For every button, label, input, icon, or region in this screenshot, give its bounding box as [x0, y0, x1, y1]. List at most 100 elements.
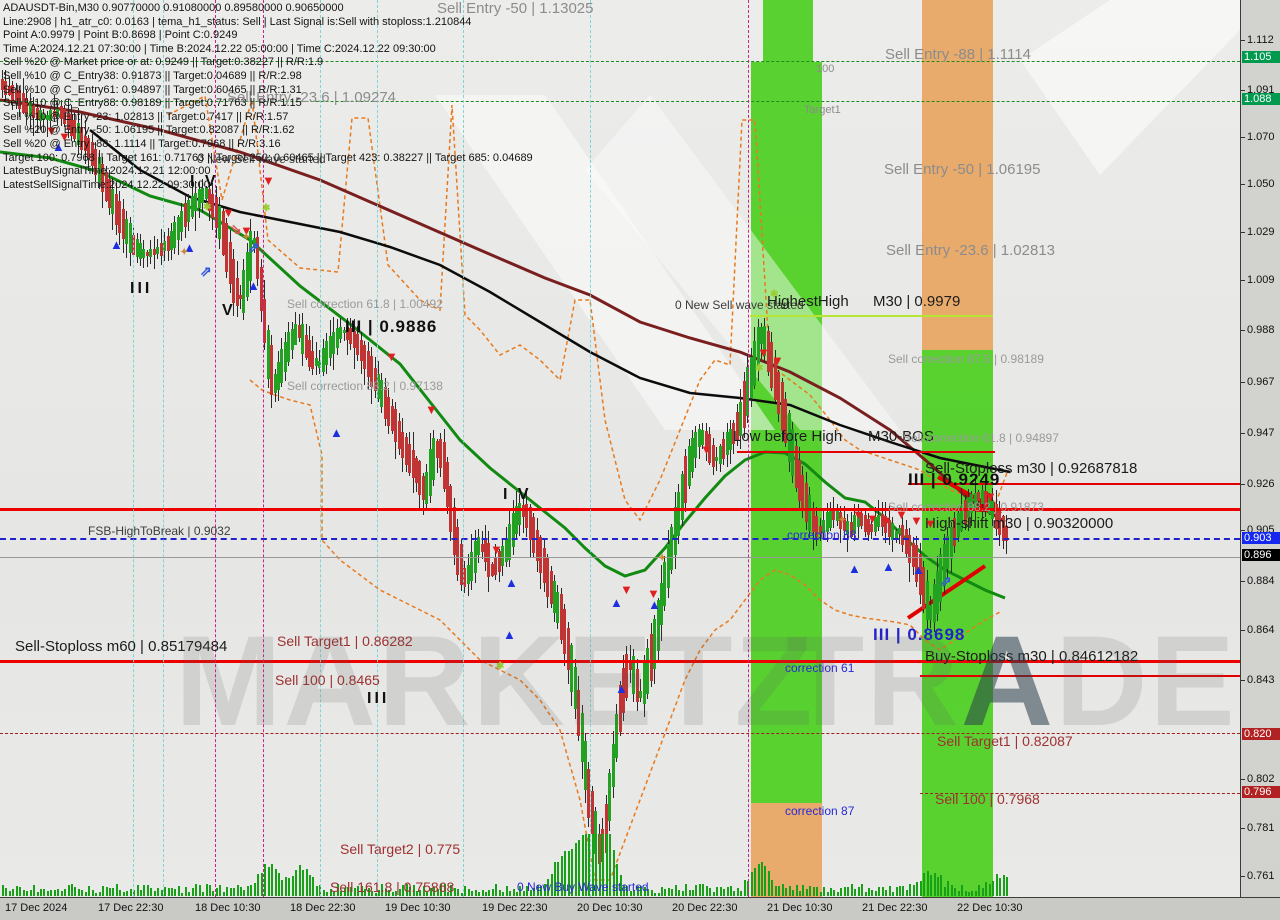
annotation[interactable]: M30-BOS — [868, 428, 934, 445]
annotation[interactable]: M30 | 0.9979 — [873, 293, 961, 310]
candle — [229, 242, 232, 284]
volume-bar — [399, 889, 401, 896]
volume-bar — [295, 870, 297, 896]
annotation[interactable]: Sell Entry -88 | 1.1114 — [885, 46, 1031, 63]
volume-bar — [509, 891, 511, 896]
time-axis[interactable]: 17 Dec 2024 17 Dec 22:30 18 Dec 10:30 18 De… — [0, 897, 1280, 920]
annotation[interactable]: Sell-Stoploss m60 | 0.85179484 — [15, 638, 228, 655]
entry-236-line[interactable] — [0, 101, 1240, 102]
candle — [943, 544, 946, 586]
volume-bar — [454, 888, 456, 896]
ma-mid-black — [89, 129, 1011, 474]
bid-line[interactable] — [0, 557, 1240, 558]
annotation[interactable]: correction 87 — [785, 804, 855, 818]
volume-bar — [816, 887, 818, 896]
annotation[interactable]: Sell correction 88.2 | 0.91873 — [888, 500, 1044, 514]
annotation[interactable]: HighestHigh — [767, 293, 849, 310]
sell-target1-82087-line[interactable] — [0, 733, 1240, 734]
annotation[interactable]: Sell Entry -50 | 1.13025 — [437, 0, 594, 17]
volume-bar — [630, 891, 632, 896]
annotation[interactable]: correction 61 — [785, 661, 855, 675]
candle — [712, 445, 715, 467]
volume-bar — [664, 889, 666, 896]
price-axis[interactable]: 1.112 1.091 1.070 1.050 1.029 1.009 0.988 0.967… — [1240, 0, 1280, 897]
annotation[interactable]: Sell correction 88.2 | 0.97138 — [287, 379, 443, 393]
annotation[interactable]: correction 88 — [787, 528, 857, 542]
fsb-high-to-break-line[interactable] — [0, 538, 1240, 540]
volume-bar — [992, 881, 994, 896]
annotation[interactable]: Low before High — [733, 428, 843, 445]
annotation[interactable]: FSB-HighToBreak | 0.9032 — [88, 524, 231, 538]
annotation[interactable]: I V — [503, 486, 532, 503]
time-marker-line[interactable] — [263, 0, 264, 897]
time-marker-line[interactable] — [590, 0, 591, 897]
time-marker-line[interactable] — [215, 0, 216, 897]
time-marker-line[interactable] — [463, 0, 464, 897]
annotation[interactable]: Target1 — [804, 104, 841, 116]
annotation[interactable]: Sell Entry -23.6 | 1.09274 — [227, 89, 396, 106]
annotation[interactable]: III — [367, 690, 390, 707]
price-tick-dash — [1241, 232, 1245, 233]
annotation[interactable]: Buy-Stoploss m30 | 0.84612182 — [925, 648, 1139, 665]
time-marker-line[interactable] — [320, 0, 321, 897]
chart-canvas[interactable]: MARKETZ TRADE Sell Entry -50 | 1.13025 Se… — [0, 0, 1240, 897]
time-marker-line[interactable] — [163, 0, 164, 897]
annotation[interactable]: III | 0.9886 — [345, 317, 438, 336]
low-before-high-line[interactable] — [737, 451, 995, 453]
annotation[interactable]: 0 New Sell wave started — [197, 152, 326, 166]
candle — [325, 341, 328, 365]
annotation[interactable]: III | 0.9249 — [908, 470, 1001, 489]
annotation[interactable]: Sell Entry -50 | 1.06195 — [884, 161, 1041, 178]
time-marker-line[interactable] — [377, 0, 378, 897]
annotation[interactable]: 0 New Sell wave started — [675, 298, 804, 312]
candle — [108, 179, 111, 208]
entry38-line[interactable] — [0, 508, 1240, 511]
annotation[interactable]: Sell 161.8 | 0.75868 — [330, 879, 455, 895]
candle — [964, 500, 967, 525]
annotation[interactable]: III — [130, 280, 153, 297]
annotation[interactable]: 0 New Buy Wave started — [517, 880, 649, 894]
highest-high-line[interactable] — [750, 315, 993, 317]
time-marker-line[interactable] — [133, 0, 134, 897]
buy-stoploss-m30-line[interactable] — [920, 675, 1240, 677]
sell-stoploss-m60-line[interactable] — [0, 660, 1240, 663]
price-tick-dash — [1241, 137, 1245, 138]
entry-88-line[interactable] — [0, 61, 1240, 62]
annotation[interactable]: Sell 100 | 0.7968 — [935, 791, 1040, 807]
candle — [784, 399, 787, 443]
candle — [901, 525, 904, 545]
annotation[interactable]: Sell correction 61.8 | 0.94897 — [903, 431, 1059, 445]
annotation[interactable]: Sell correction 87.5 | 0.98189 — [888, 352, 1044, 366]
volume-bar — [865, 892, 867, 896]
price-badge: 0.896 — [1242, 549, 1280, 561]
annotation[interactable]: V — [222, 302, 236, 319]
annotation[interactable]: I V — [190, 173, 219, 190]
candle — [567, 628, 570, 670]
annotation[interactable]: III | 0.8698 — [873, 625, 966, 644]
price-tick-dash — [1241, 40, 1245, 41]
sell-stoploss-m30-line[interactable] — [908, 483, 1240, 485]
candle — [56, 109, 59, 117]
annotation[interactable]: Sell-Stoploss m30 | 0.92687818 — [925, 460, 1138, 477]
candle — [67, 113, 70, 130]
volume-bar — [723, 889, 725, 896]
time-marker-line[interactable] — [748, 0, 749, 897]
logo-watermark-shape — [585, 95, 900, 430]
annotation[interactable]: Sell 100 | 0.8465 — [275, 672, 380, 688]
annotation[interactable]: Sell Target2 | 0.775 — [340, 841, 461, 857]
annotation[interactable]: Sell correction 61.8 | 1.00492 — [287, 297, 443, 311]
candle — [277, 362, 280, 390]
volume-bar — [40, 889, 42, 896]
annotation[interactable]: Sell Entry -23.6 | 1.02813 — [886, 242, 1055, 259]
candle — [322, 348, 325, 372]
annotation[interactable]: 100 — [816, 63, 835, 75]
volume-bar — [74, 887, 76, 896]
volume-bar — [875, 891, 877, 896]
annotation[interactable]: Sell Target1 | 0.82087 — [937, 733, 1073, 749]
sell-100-7968-line[interactable] — [920, 793, 1240, 794]
volume-bar — [761, 862, 763, 896]
annotation[interactable]: High-shift m30 | 0.90320000 — [925, 515, 1114, 532]
volume-bar — [16, 886, 18, 896]
candle — [125, 219, 128, 244]
annotation[interactable]: Sell Target1 | 0.86282 — [277, 633, 413, 649]
